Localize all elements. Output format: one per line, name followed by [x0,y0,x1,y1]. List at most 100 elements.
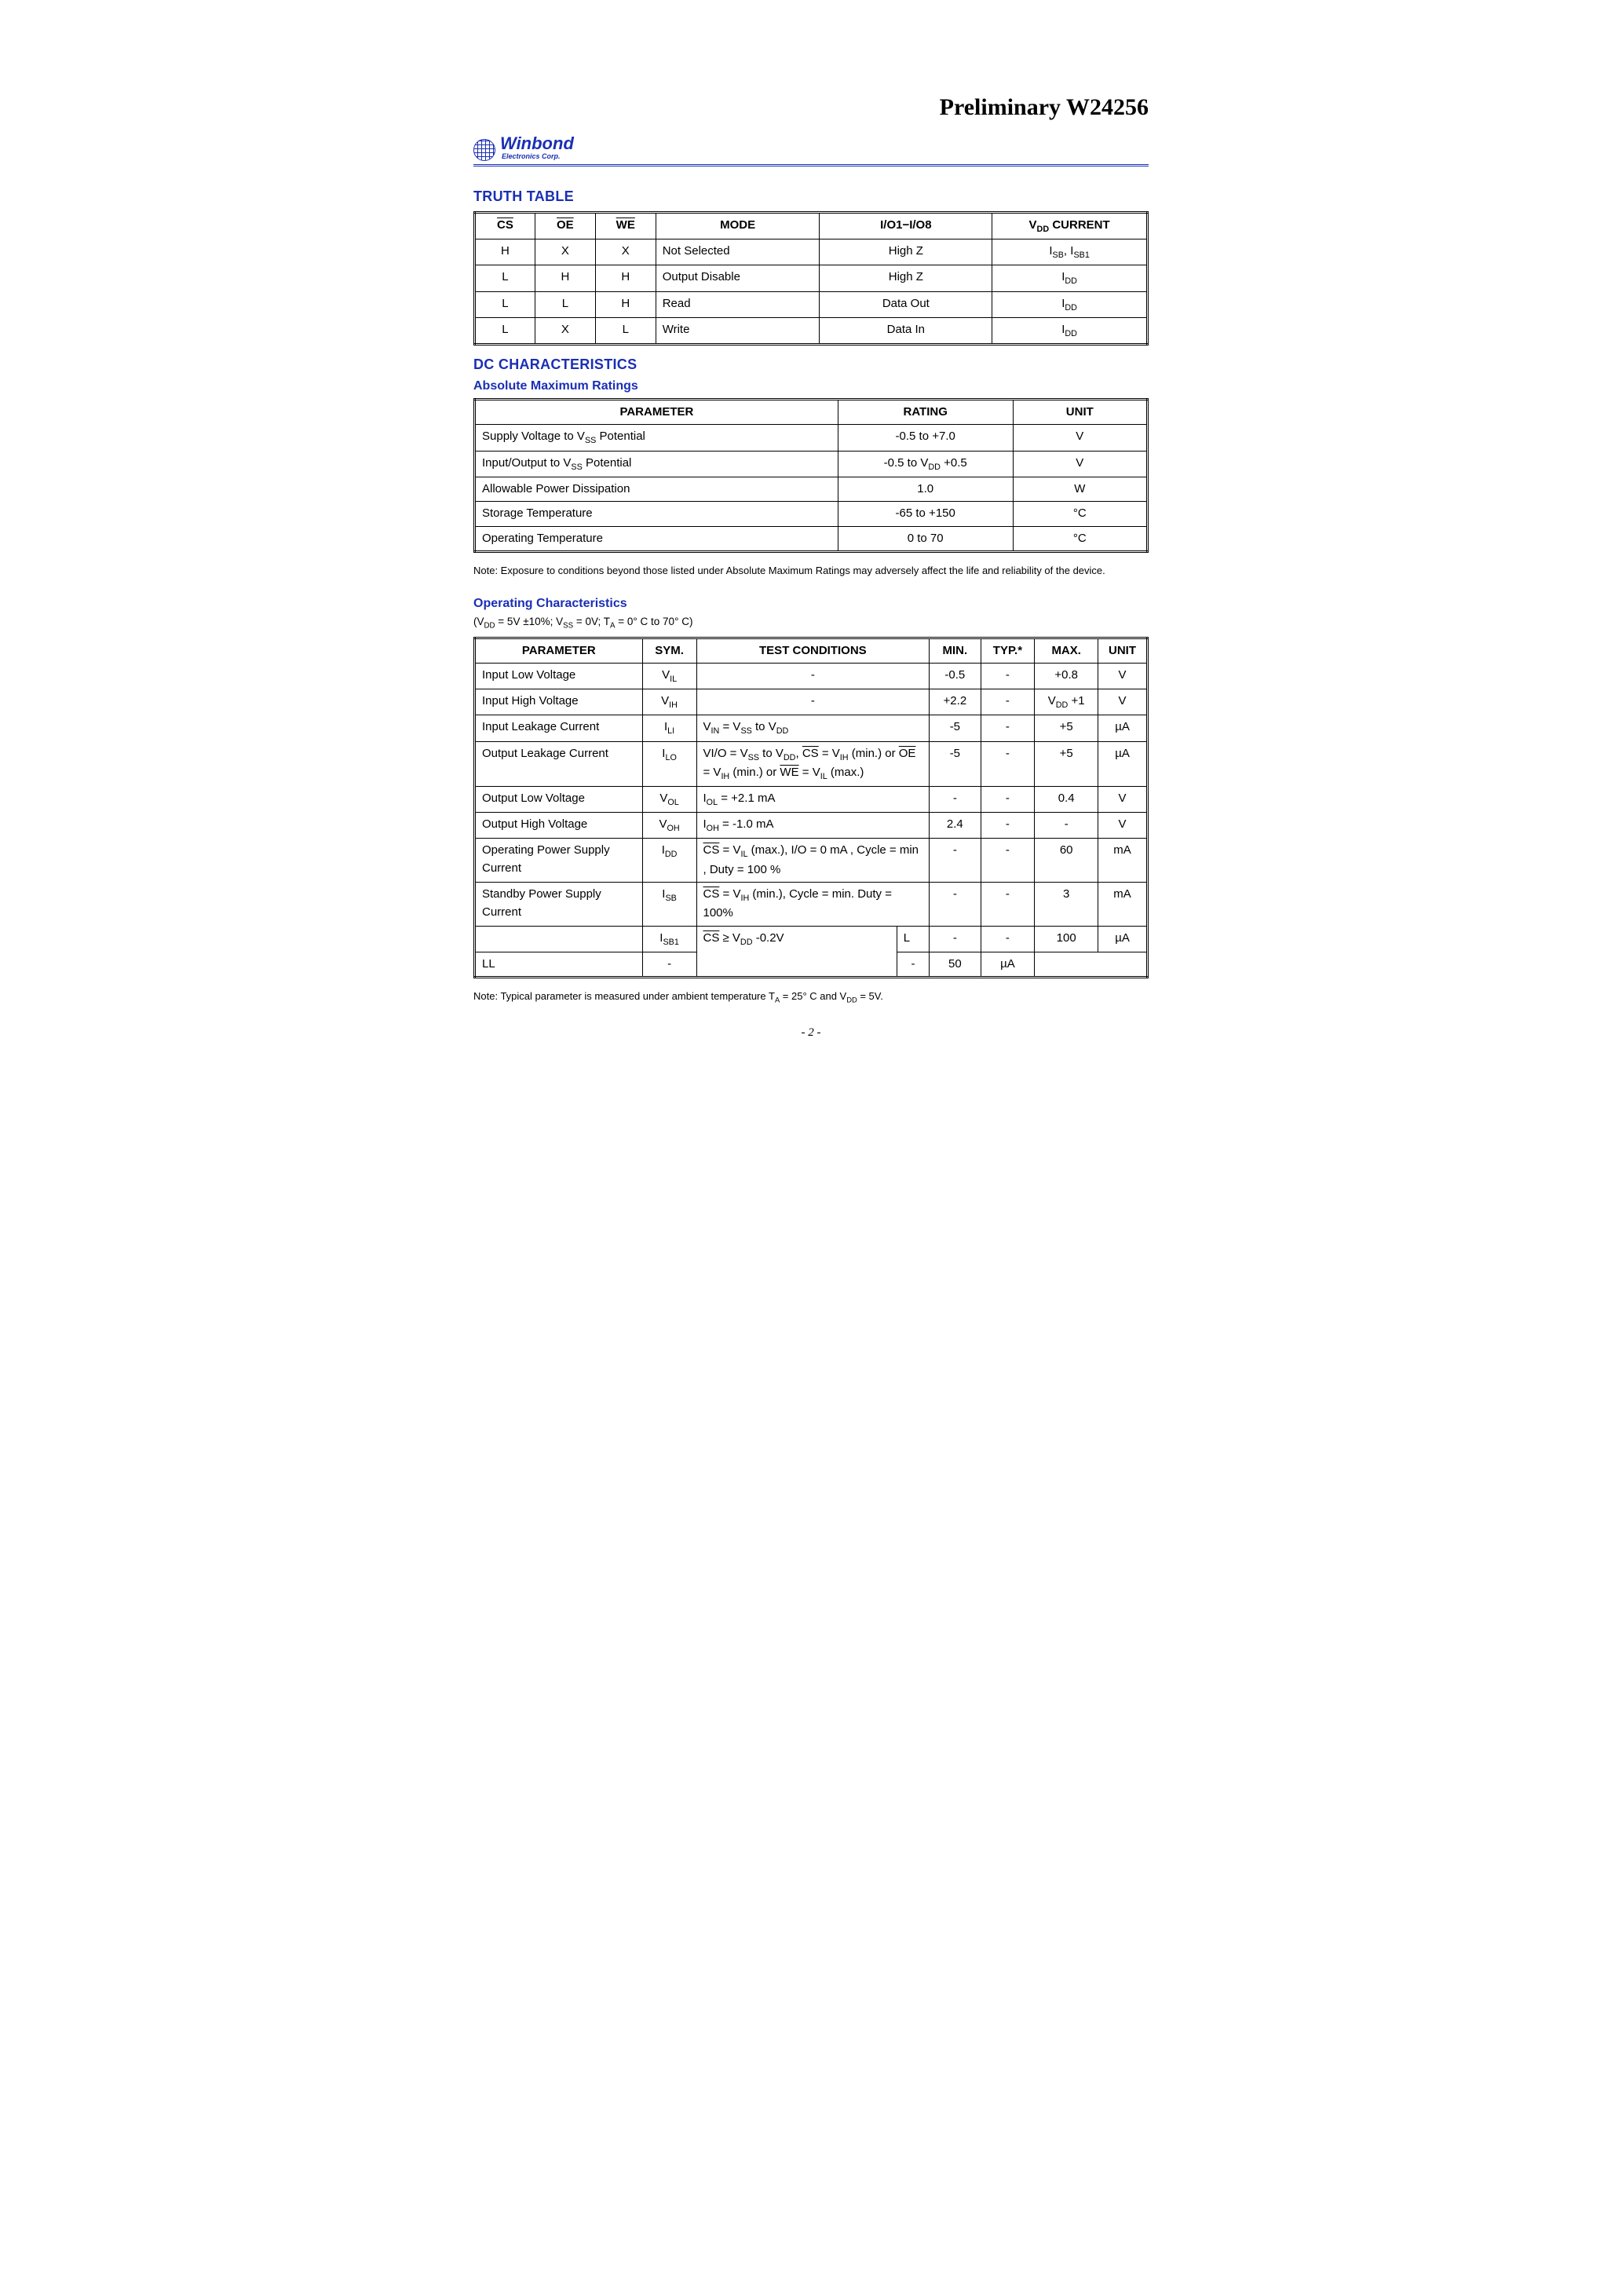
cell-sym: ILO [642,741,696,786]
cell-rating: 0 to 70 [838,526,1013,552]
cell-sym: VOL [642,786,696,812]
col-cs: CS [475,213,535,239]
op-conditions: (VDD = 5V ±10%; VSS = 0V; TA = 0° C to 7… [473,616,1149,631]
col-idd: VDD CURRENT [992,213,1148,239]
table-row: Output High VoltageVOHIOH = -1.0 mA2.4--… [475,813,1148,839]
cell-min: - [930,926,981,952]
table-row: LHHOutput DisableHigh ZIDD [475,265,1148,291]
op-table: PARAMETER SYM. TEST CONDITIONS MIN. TYP.… [473,637,1149,979]
cell-param: Input Low Voltage [475,664,643,689]
cell-oe: L [535,291,595,317]
cell-unit: mA [1098,883,1148,927]
cell-tc-extra: L [897,926,930,952]
cell-io: High Z [820,239,992,265]
cell-tc: CS = VIL (max.), I/O = 0 mA , Cycle = mi… [696,839,930,883]
cell-min: +2.2 [930,689,981,715]
brand-name: Winbond [500,135,574,152]
cell-rating: -65 to +150 [838,502,1013,527]
dc-heading: DC CHARACTERISTICS [473,356,1149,373]
cell-max: 60 [1035,839,1098,883]
cell-unit: mA [1098,839,1148,883]
cell-tc: - [696,689,930,715]
brand-subtitle: Electronics Corp. [502,152,574,160]
op-note: Note: Typical parameter is measured unde… [473,989,1149,1005]
cell-tc: VIN = VSS to VDD [696,715,930,741]
cell-param: Storage Temperature [475,502,838,527]
cell-max: - [1035,813,1098,839]
cell-sym: IDD [642,839,696,883]
cell-we: H [595,291,656,317]
cell-tc: IOH = -1.0 mA [696,813,930,839]
col-min: MIN. [930,638,981,664]
cell-oe: H [535,265,595,291]
cell-param: Supply Voltage to VSS Potential [475,425,838,451]
table-row: Input High VoltageVIH-+2.2-VDD +1V [475,689,1148,715]
cell-min: 2.4 [930,813,981,839]
cell-rating: 1.0 [838,477,1013,502]
cell-tc: - [696,664,930,689]
cell-typ: - [897,952,930,978]
cell-max: VDD +1 [1035,689,1098,715]
cell-typ: - [981,715,1035,741]
cell-typ: - [981,813,1035,839]
col-param: PARAMETER [475,399,838,425]
cell-sym: ISB1 [642,926,696,952]
cell-param: Allowable Power Dissipation [475,477,838,502]
cell-max: +5 [1035,741,1098,786]
cell-rating: -0.5 to VDD +0.5 [838,451,1013,477]
cell-io: Data Out [820,291,992,317]
cell-mode: Read [656,291,820,317]
col-unit: UNIT [1013,399,1147,425]
cell-param: Input High Voltage [475,689,643,715]
cell-max: 50 [930,952,981,978]
cell-typ: - [981,786,1035,812]
amr-heading: Absolute Maximum Ratings [473,379,1149,393]
cell-param: Operating Temperature [475,526,838,552]
cell-min: - [930,839,981,883]
cell-max: +5 [1035,715,1098,741]
col-oe: OE [535,213,595,239]
col-we: WE [595,213,656,239]
cell-param: Output Low Voltage [475,786,643,812]
cell-tc: VI/O = VSS to VDD, CS = VIH (min.) or OE… [696,741,930,786]
table-row: Operating Power Supply CurrentIDDCS = VI… [475,839,1148,883]
cell-param: Standby Power Supply Current [475,883,643,927]
cell-typ: - [981,741,1035,786]
cell-param: Output High Voltage [475,813,643,839]
table-row: HXXNot SelectedHigh ZISB, ISB1 [475,239,1148,265]
cell-min: -0.5 [930,664,981,689]
cell-we: H [595,265,656,291]
cell-unit: W [1013,477,1147,502]
cell-io: Data In [820,317,992,344]
amr-note: Note: Exposure to conditions beyond thos… [473,564,1149,578]
cell-sym: ILI [642,715,696,741]
cell-io: High Z [820,265,992,291]
truth-table-heading: TRUTH TABLE [473,188,1149,205]
table-row: Input Low VoltageVIL--0.5-+0.8V [475,664,1148,689]
cell-tc: CS ≥ VDD -0.2V [696,926,897,978]
table-header-row: PARAMETER SYM. TEST CONDITIONS MIN. TYP.… [475,638,1148,664]
cell-tc: IOL = +2.1 mA [696,786,930,812]
cell-sym: ISB [642,883,696,927]
cell-unit: V [1098,786,1148,812]
cell-unit: V [1098,689,1148,715]
cell-min: -5 [930,715,981,741]
cell-typ: - [981,926,1035,952]
cell-cs: H [475,239,535,265]
cell-param: Operating Power Supply Current [475,839,643,883]
cell-idd: IDD [992,265,1148,291]
cell-rating: -0.5 to +7.0 [838,425,1013,451]
cell-min: - [642,952,696,978]
globe-icon [473,139,495,161]
cell-we: L [595,317,656,344]
cell-mode: Output Disable [656,265,820,291]
cell-idd: IDD [992,291,1148,317]
cell-oe: X [535,239,595,265]
brand-header: Winbond Electronics Corp. [473,135,1149,166]
col-io: I/O1−I/O8 [820,213,992,239]
table-row: Supply Voltage to VSS Potential-0.5 to +… [475,425,1148,451]
table-row: Operating Temperature0 to 70°C [475,526,1148,552]
col-mode: MODE [656,213,820,239]
cell-min: - [930,786,981,812]
cell-unit: V [1013,425,1147,451]
